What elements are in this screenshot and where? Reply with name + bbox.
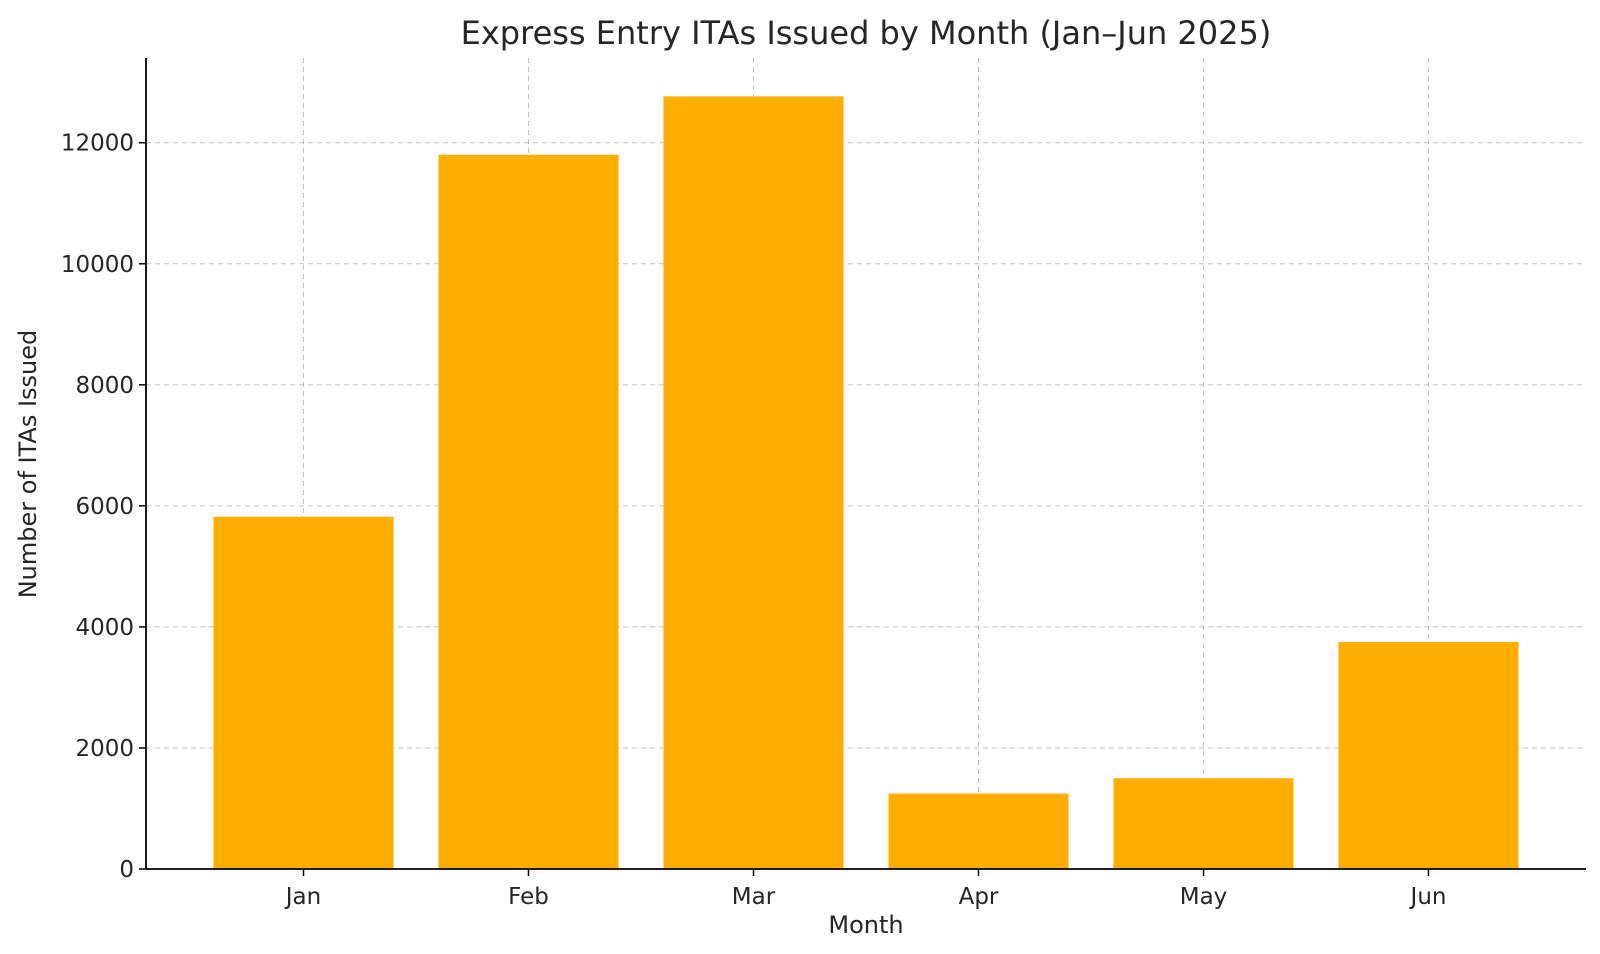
x-tick-label: Jun [1409,884,1447,910]
y-tick-label: 0 [119,857,134,883]
bars-layer [213,96,1519,870]
ticks-layer: 0 2000 4000 6000 8000 10000 12000 Jan Feb Mar Apr M… [61,131,1447,910]
x-tick-label: Mar [732,884,776,910]
y-tick-label: 10000 [61,252,134,278]
y-tick-label: 12000 [61,131,134,157]
y-axis-title: Number of ITAs Issued [14,330,42,599]
chart-title: Express Entry ITAs Issued by Month (Jan–… [461,14,1272,52]
x-tick-label: Feb [508,884,549,910]
bar-jan [213,516,394,869]
y-tick-label: 6000 [75,494,134,520]
bar-may [1113,778,1294,869]
x-tick-label: Jan [284,884,321,910]
y-tick-label: 4000 [75,615,134,641]
x-tick-label: May [1180,884,1228,910]
bar-apr [888,793,1069,869]
x-axis-title: Month [828,911,903,939]
x-tick-label: Apr [959,884,999,910]
bar-feb [438,154,619,870]
y-tick-label: 8000 [75,373,134,399]
y-tick-label: 2000 [75,736,134,762]
bar-mar [663,96,844,869]
bar-jun [1338,641,1519,869]
axes-layer [145,58,1586,870]
